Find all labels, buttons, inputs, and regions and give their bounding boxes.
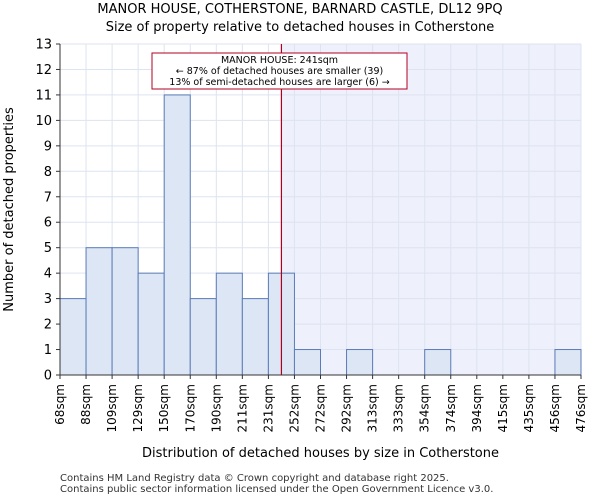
x-tick-label: 456sqm: [548, 384, 562, 432]
annotation-line: 13% of semi-detached houses are larger (…: [169, 77, 389, 88]
x-tick-label: 435sqm: [522, 384, 536, 432]
x-tick-label: 231sqm: [261, 384, 275, 432]
y-tick-label: 4: [44, 267, 52, 282]
x-tick-label: 150sqm: [157, 384, 171, 432]
x-tick-label: 354sqm: [418, 384, 432, 432]
x-tick-label: 333sqm: [392, 384, 406, 432]
y-tick-label: 8: [44, 165, 52, 180]
x-tick-label: 374sqm: [444, 384, 458, 432]
annotation-frame: [151, 52, 408, 90]
x-tick-label: 292sqm: [340, 384, 354, 432]
x-tick-label: 109sqm: [105, 384, 119, 432]
y-tick-label: 9: [44, 139, 52, 154]
x-tick-label: 170sqm: [183, 384, 197, 432]
bar: [137, 272, 165, 376]
x-tick-label: 476sqm: [574, 384, 588, 432]
x-tick-label: 211sqm: [235, 384, 249, 432]
bar: [424, 349, 452, 376]
bar: [293, 349, 322, 376]
x-tick-label: 394sqm: [470, 384, 484, 432]
x-tick-label: 88sqm: [79, 384, 93, 425]
y-tick-label: 3: [44, 292, 52, 307]
y-tick-label: 0: [44, 369, 52, 384]
bar: [163, 94, 191, 376]
annotation-line: ← 87% of detached houses are smaller (39…: [176, 66, 383, 77]
highlight-region: [281, 44, 581, 375]
y-tick-label: 6: [44, 216, 52, 231]
bar: [111, 247, 139, 376]
x-tick-label: 252sqm: [287, 384, 301, 432]
y-tick-label: 7: [44, 190, 52, 205]
y-tick-label: 10: [35, 114, 52, 129]
x-tick-label: 129sqm: [131, 384, 145, 432]
x-tick-label: 415sqm: [496, 384, 510, 432]
y-tick-label: 13: [35, 38, 52, 53]
y-tick-label: 12: [35, 63, 52, 78]
y-tick-label: 11: [35, 88, 52, 103]
x-tick-label: 68sqm: [53, 384, 67, 425]
bar: [241, 298, 269, 376]
annotation-line: MANOR HOUSE: 241sqm: [221, 55, 338, 66]
bar: [215, 272, 243, 376]
y-tick-label: 2: [44, 318, 52, 333]
bar: [554, 349, 582, 376]
x-ticks: 68sqm 88sqm 109sqm 129sqm 150sqm 170sqm 190sqm…: [53, 375, 588, 432]
y-tick-label: 5: [44, 241, 52, 256]
bar: [346, 349, 374, 376]
x-tick-label: 272sqm: [314, 384, 328, 432]
chart-subtitle: Size of property relative to detached ho…: [105, 20, 495, 35]
footer-licence: Contains public sector information licen…: [60, 484, 494, 495]
x-tick-label: 313sqm: [366, 384, 380, 432]
x-tick-label: 190sqm: [209, 384, 223, 432]
x-axis-label: Distribution of detached houses by size …: [142, 446, 499, 461]
chart-title: MANOR HOUSE, COTHERSTONE, BARNARD CASTLE…: [97, 2, 503, 17]
bar: [85, 247, 113, 376]
y-tick-label: 1: [44, 343, 52, 358]
bar: [59, 298, 87, 376]
bar: [189, 298, 217, 376]
y-axis-label: Number of detached properties: [2, 107, 17, 312]
footer-copyright: Contains HM Land Registry data © Crown c…: [60, 473, 449, 484]
annotation-box: MANOR HOUSE: 241sqm← 87% of detached hou…: [151, 52, 408, 90]
